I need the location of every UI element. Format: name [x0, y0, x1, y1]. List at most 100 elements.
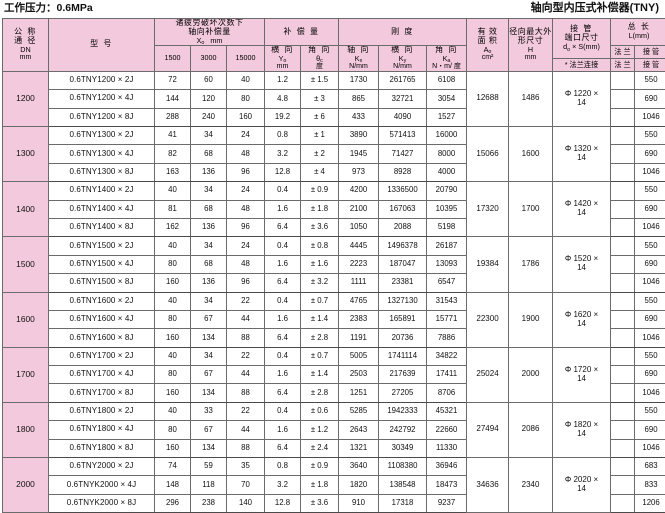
cell-length-pipe: 1046 [635, 384, 665, 402]
cell-model: 0.6TNY1500 × 8J [49, 274, 155, 292]
cell-lateral-stiffness: 242792 [379, 421, 427, 439]
cell-angular-compensation: ± 4 [301, 163, 339, 181]
cell-length-flange [611, 476, 635, 494]
cell-axial-comp-15000: 24 [227, 237, 265, 255]
cell-length-flange [611, 421, 635, 439]
cell-axial-comp-3000: 136 [191, 218, 227, 236]
cell-pipe-end-size: Φ 2020 ×14 [553, 458, 611, 513]
cell-outer-dimension: 1486 [509, 71, 553, 126]
header-pipe-end-size: 接 管 端口尺寸 do × S(mm) [553, 19, 611, 59]
header-length-pipe-2: 接 管 [635, 58, 665, 71]
cell-length-flange [611, 292, 635, 310]
cell-length-pipe: 1046 [635, 329, 665, 347]
cell-angular-stiffness: 6547 [427, 274, 467, 292]
cell-length-flange [611, 237, 635, 255]
cell-length-pipe: 1046 [635, 274, 665, 292]
header-row-1: 公 称 通 径 DN mm 型 号 诸疲劳破坏次数下 轴向补偿量 Xo mm 补… [3, 19, 665, 46]
cell-axial-stiffness: 1251 [339, 384, 379, 402]
cell-angular-compensation: ± 0.7 [301, 292, 339, 310]
pipe-size-line-2: 14 [553, 264, 610, 273]
cell-axial-comp-3000: 60 [191, 71, 227, 89]
cell-axial-comp-1500: 160 [155, 274, 191, 292]
cell-nominal-diameter: 1600 [3, 292, 49, 347]
cell-axial-comp-1500: 80 [155, 421, 191, 439]
cell-lateral-stiffness: 167063 [379, 200, 427, 218]
header-outer-dimension: 径向最大外 形尺寸 H mm [509, 19, 553, 72]
cell-angular-stiffness: 15771 [427, 310, 467, 328]
cell-lateral-stiffness: 261765 [379, 71, 427, 89]
cell-model: 0.6TNY1600 × 4J [49, 310, 155, 328]
cell-length-flange [611, 145, 635, 163]
cell-axial-stiffness: 3640 [339, 458, 379, 476]
cell-outer-dimension: 1600 [509, 126, 553, 181]
cell-model: 0.6TNY1600 × 8J [49, 329, 155, 347]
cell-axial-comp-15000: 24 [227, 126, 265, 144]
cell-length-flange [611, 90, 635, 108]
cell-nominal-diameter: 1200 [3, 71, 49, 126]
cell-axial-comp-1500: 74 [155, 458, 191, 476]
header-fatigue-group: 诸疲劳破坏次数下 轴向补偿量 Xo mm [155, 19, 265, 46]
cell-model: 0.6TNY1500 × 4J [49, 255, 155, 273]
cell-model: 0.6TNYK2000 × 4J [49, 476, 155, 494]
cell-axial-comp-3000: 67 [191, 310, 227, 328]
cell-length-flange [611, 163, 635, 181]
cell-angular-stiffness: 6108 [427, 71, 467, 89]
cell-angular-compensation: ± 2 [301, 145, 339, 163]
cell-length-flange [611, 182, 635, 200]
cell-angular-stiffness: 8000 [427, 145, 467, 163]
header-axial-stiffness: 轴 向 Kx N/mm [339, 45, 379, 71]
cell-axial-stiffness: 2100 [339, 200, 379, 218]
cell-length-pipe: 690 [635, 145, 665, 163]
cell-effective-area: 12688 [467, 71, 509, 126]
cell-angular-compensation: ± 1.8 [301, 476, 339, 494]
cell-length-pipe: 1046 [635, 218, 665, 236]
cell-axial-stiffness: 1111 [339, 274, 379, 292]
cell-axial-comp-1500: 163 [155, 163, 191, 181]
cell-length-flange [611, 200, 635, 218]
cell-model: 0.6TNY1800 × 4J [49, 421, 155, 439]
product-title: 轴向型内压式补偿器(TNY) [531, 0, 659, 15]
cell-angular-compensation: ± 1.6 [301, 255, 339, 273]
cell-angular-stiffness: 36946 [427, 458, 467, 476]
cell-angular-compensation: ± 2.8 [301, 329, 339, 347]
cell-axial-comp-15000: 88 [227, 384, 265, 402]
header-angular-compensation: 角 向 θc 度 [301, 45, 339, 71]
cell-axial-comp-1500: 40 [155, 292, 191, 310]
cell-length-pipe: 550 [635, 182, 665, 200]
cell-model: 0.6TNY1800 × 2J [49, 402, 155, 420]
cell-model: 0.6TNY1700 × 2J [49, 347, 155, 365]
cell-axial-comp-1500: 40 [155, 347, 191, 365]
cell-axial-comp-15000: 160 [227, 108, 265, 126]
cell-angular-compensation: ± 1.8 [301, 200, 339, 218]
cell-angular-stiffness: 34822 [427, 347, 467, 365]
cell-angular-compensation: ± 3.6 [301, 218, 339, 236]
cell-angular-stiffness: 45321 [427, 402, 467, 420]
pipe-size-line-2: 14 [553, 375, 610, 384]
cell-effective-area: 27494 [467, 402, 509, 457]
cell-axial-comp-3000: 34 [191, 237, 227, 255]
cell-model: 0.6TNY1300 × 8J [49, 163, 155, 181]
cell-nominal-diameter: 1300 [3, 126, 49, 181]
cell-angular-compensation: ± 0.8 [301, 237, 339, 255]
cell-length-pipe: 550 [635, 126, 665, 144]
cell-nominal-diameter: 1400 [3, 182, 49, 237]
header-pipe-flange-note: * 法兰连接 [553, 58, 611, 71]
cell-axial-stiffness: 4765 [339, 292, 379, 310]
cell-axial-stiffness: 1730 [339, 71, 379, 89]
header-length-pipe: 接 管 [635, 45, 665, 58]
header-effective-area: 有 效 面 积 Ao cm² [467, 19, 509, 72]
cell-angular-compensation: ± 1 [301, 126, 339, 144]
cell-angular-stiffness: 8706 [427, 384, 467, 402]
cell-angular-compensation: ± 3.6 [301, 494, 339, 512]
cell-lateral-stiffness: 27205 [379, 384, 427, 402]
cell-lateral-stiffness: 20736 [379, 329, 427, 347]
cell-angular-stiffness: 22660 [427, 421, 467, 439]
cell-pipe-end-size: Φ 1220 ×14 [553, 71, 611, 126]
cell-lateral-stiffness: 1327130 [379, 292, 427, 310]
cell-angular-compensation: ± 1.4 [301, 310, 339, 328]
cell-lateral-stiffness: 1741114 [379, 347, 427, 365]
cell-lateral-compensation: 6.4 [265, 329, 301, 347]
